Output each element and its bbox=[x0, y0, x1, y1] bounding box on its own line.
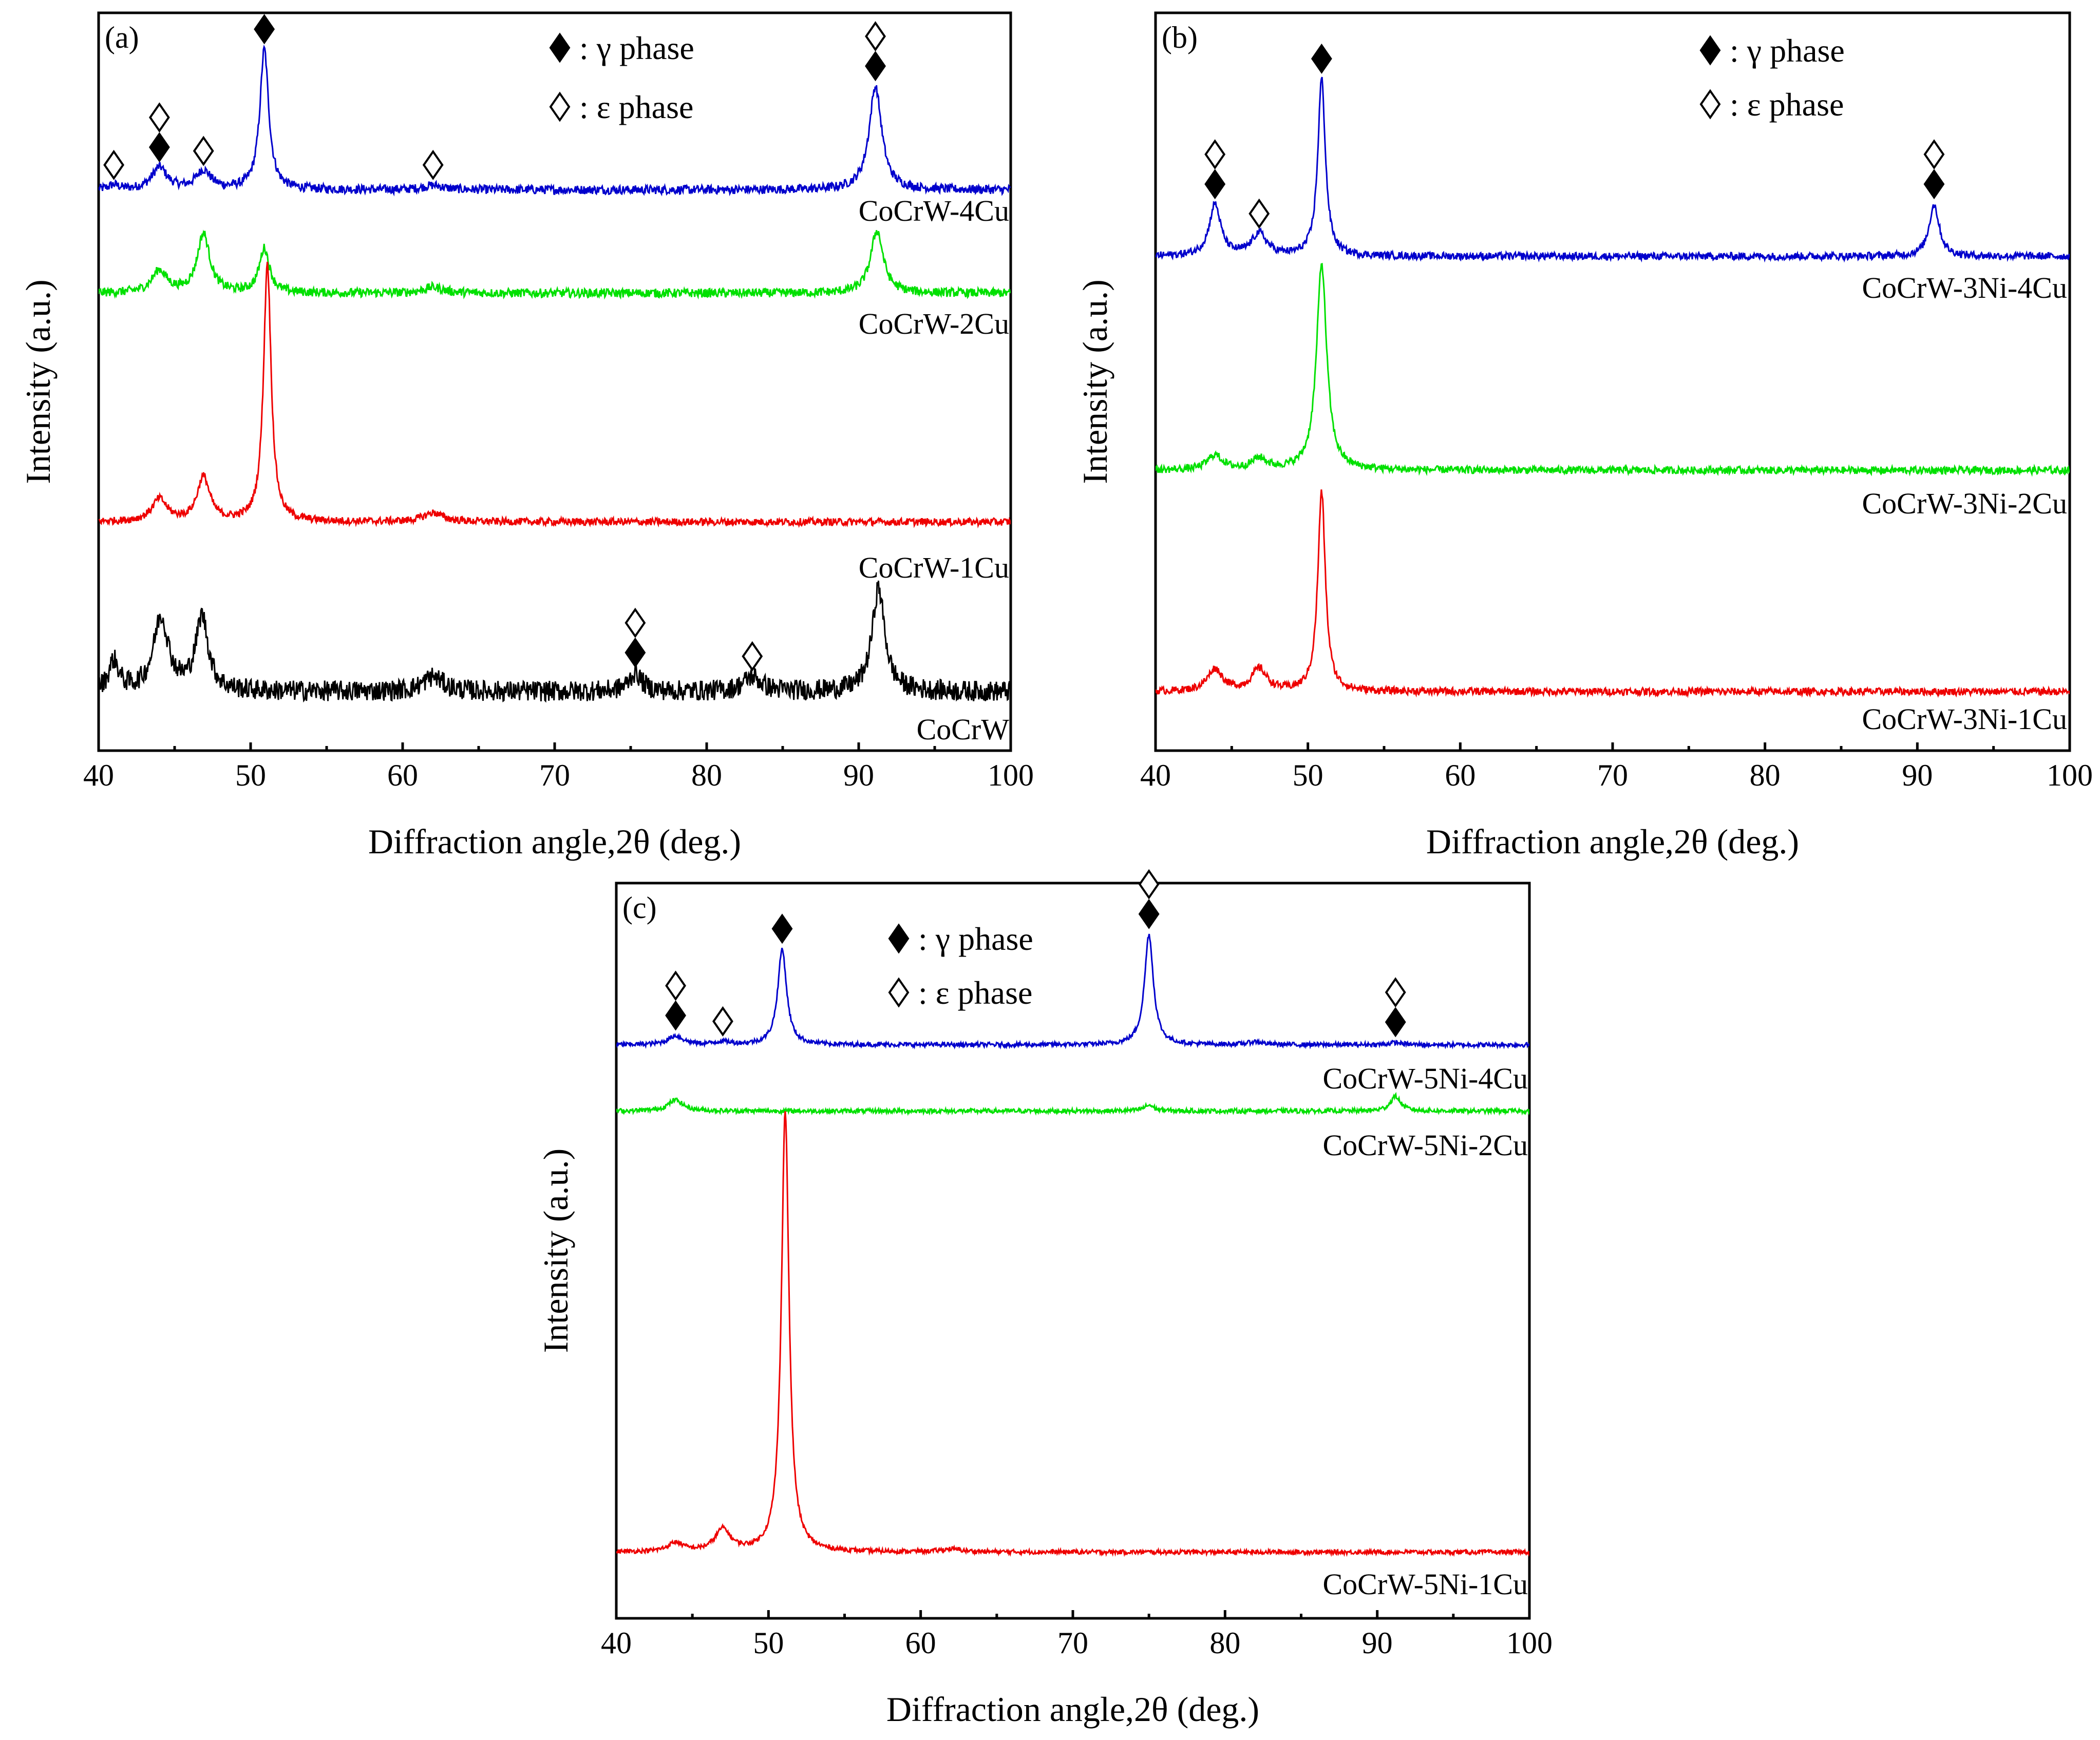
series-line bbox=[99, 261, 1011, 529]
legend-label: : ε phase bbox=[1730, 86, 1844, 123]
legend-epsilon-diamond-icon bbox=[888, 977, 910, 1008]
x-tick-label: 90 bbox=[1362, 1626, 1393, 1660]
epsilon-phase-marker-icon bbox=[712, 1006, 733, 1037]
x-tick-label: 50 bbox=[235, 758, 266, 792]
series-label: CoCrW-3Ni-2Cu bbox=[1862, 487, 2067, 520]
x-tick-label: 80 bbox=[1750, 758, 1781, 792]
epsilon-phase-marker-icon bbox=[665, 970, 687, 1001]
legend-gamma-diamond-icon bbox=[549, 32, 571, 63]
series-line bbox=[616, 933, 1529, 1050]
epsilon-phase-marker-icon bbox=[625, 607, 646, 638]
series-label: CoCrW bbox=[917, 713, 1010, 746]
gamma-phase-marker-icon bbox=[665, 1000, 687, 1031]
series-label: CoCrW-4Cu bbox=[859, 194, 1009, 227]
x-tick-label: 70 bbox=[1597, 758, 1628, 792]
panel-label: (a) bbox=[105, 21, 139, 54]
gamma-phase-marker-icon bbox=[771, 913, 793, 944]
x-tick-label: 90 bbox=[1902, 758, 1933, 792]
plot-frame bbox=[97, 11, 1012, 752]
panel-b: 40 50 60 70 80 90 100 Diffraction angle,2θ (deg… bbox=[1075, 11, 2093, 861]
gamma-phase-marker-icon bbox=[1138, 898, 1160, 929]
legend-gamma-diamond-icon bbox=[1699, 35, 1721, 66]
y-axis-title: Intensity (a.u.) bbox=[536, 1149, 575, 1353]
series-label: CoCrW-5Ni-1Cu bbox=[1322, 1567, 1528, 1601]
series-line bbox=[99, 230, 1011, 300]
x-tick-label: 50 bbox=[1293, 758, 1323, 792]
series-label: CoCrW-2Cu bbox=[859, 307, 1009, 340]
series-line bbox=[99, 44, 1011, 197]
epsilon-phase-marker-icon bbox=[422, 149, 444, 180]
x-tick-label: 60 bbox=[387, 758, 418, 792]
epsilon-phase-marker-icon bbox=[193, 136, 214, 166]
x-tick-label: 100 bbox=[1506, 1626, 1553, 1660]
series-line bbox=[99, 580, 1011, 703]
x-tick-label: 40 bbox=[1140, 758, 1171, 792]
gamma-phase-marker-icon bbox=[148, 132, 170, 163]
epsilon-phase-marker-icon bbox=[1204, 139, 1226, 170]
gamma-phase-marker-icon bbox=[1923, 169, 1945, 200]
epsilon-phase-marker-icon bbox=[148, 102, 170, 133]
panel-a: 40 50 60 70 80 90 100 Diffraction angle,2θ (deg… bbox=[18, 11, 1034, 861]
legend-label: : ε phase bbox=[918, 974, 1032, 1011]
legend-epsilon-diamond-icon bbox=[549, 91, 571, 122]
series-label: CoCrW-5Ni-4Cu bbox=[1322, 1062, 1528, 1095]
series-line bbox=[1156, 263, 2070, 477]
curves bbox=[99, 44, 1011, 703]
legend-label: : γ phase bbox=[918, 921, 1033, 957]
panel-label: (c) bbox=[622, 891, 657, 925]
x-tick-label: 40 bbox=[83, 758, 114, 792]
y-axis-title: Intensity (a.u.) bbox=[18, 279, 58, 484]
x-tick-label: 90 bbox=[843, 758, 874, 792]
x-tick-label: 70 bbox=[1057, 1626, 1088, 1660]
series-line bbox=[1156, 489, 2070, 698]
gamma-phase-marker-icon bbox=[625, 637, 646, 668]
panel-c: 40 50 60 70 80 90 100 Diffraction angle,2θ (deg… bbox=[536, 869, 1553, 1729]
plot-frame bbox=[1154, 11, 2071, 752]
x-tick-label: 50 bbox=[753, 1626, 784, 1660]
epsilon-phase-marker-icon bbox=[1923, 139, 1945, 170]
curves bbox=[616, 933, 1529, 1557]
x-axis-title: Diffraction angle,2θ (deg.) bbox=[886, 1690, 1259, 1729]
series-label: CoCrW-3Ni-1Cu bbox=[1862, 702, 2067, 736]
x-tick-label: 40 bbox=[601, 1626, 632, 1660]
epsilon-phase-marker-icon bbox=[1248, 198, 1270, 229]
gamma-phase-marker-icon bbox=[254, 14, 275, 45]
legend-gamma-diamond-icon bbox=[888, 923, 910, 954]
legend-label: : ε phase bbox=[579, 89, 693, 125]
epsilon-phase-marker-icon bbox=[103, 149, 125, 180]
series-line bbox=[616, 1092, 1529, 1116]
x-tick-label: 60 bbox=[905, 1626, 936, 1660]
panel-label: (b) bbox=[1162, 21, 1198, 54]
legend-label: : γ phase bbox=[579, 30, 694, 66]
gamma-phase-marker-icon bbox=[1385, 1007, 1406, 1038]
x-axis-title: Diffraction angle,2θ (deg.) bbox=[368, 822, 741, 861]
epsilon-phase-marker-icon bbox=[1385, 977, 1406, 1008]
x-axis-title: Diffraction angle,2θ (deg.) bbox=[1426, 822, 1799, 861]
series-line bbox=[1156, 77, 2070, 263]
epsilon-phase-marker-icon bbox=[742, 641, 763, 672]
x-tick-label: 60 bbox=[1445, 758, 1475, 792]
series-line bbox=[616, 1111, 1529, 1557]
x-tick-label: 100 bbox=[2047, 758, 2093, 792]
gamma-phase-marker-icon bbox=[865, 51, 886, 82]
legend-epsilon-diamond-icon bbox=[1699, 89, 1721, 120]
x-tick-label: 100 bbox=[988, 758, 1034, 792]
gamma-phase-marker-icon bbox=[1311, 43, 1332, 74]
series-label: CoCrW-1Cu bbox=[859, 551, 1009, 584]
x-tick-label: 80 bbox=[691, 758, 722, 792]
x-tick-label: 70 bbox=[539, 758, 570, 792]
gamma-phase-marker-icon bbox=[1204, 169, 1226, 200]
series-label: CoCrW-3Ni-4Cu bbox=[1862, 271, 2067, 304]
legend-label: : γ phase bbox=[1730, 32, 1845, 69]
epsilon-phase-marker-icon bbox=[1138, 869, 1160, 900]
epsilon-phase-marker-icon bbox=[865, 21, 886, 52]
series-label: CoCrW-5Ni-2Cu bbox=[1322, 1129, 1528, 1162]
x-tick-label: 80 bbox=[1209, 1626, 1240, 1660]
y-axis-title: Intensity (a.u.) bbox=[1075, 279, 1114, 484]
curves bbox=[1156, 77, 2070, 698]
